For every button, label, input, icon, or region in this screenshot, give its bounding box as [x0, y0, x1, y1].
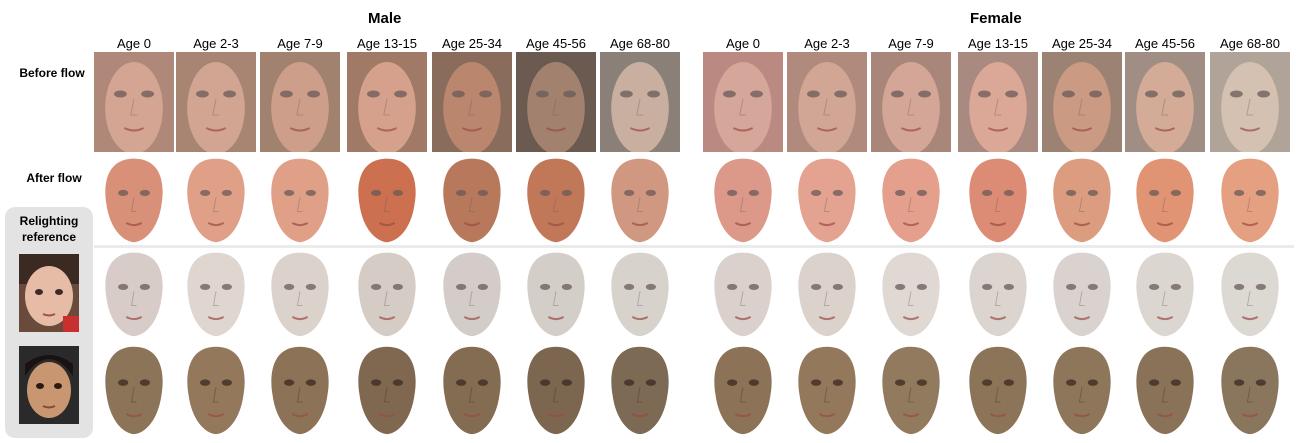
age-label-female-4: Age 25-34: [1052, 36, 1112, 51]
relight1-face-female-4: [1050, 250, 1114, 338]
relight1-face-female-0: [711, 250, 775, 338]
before-face-male-2: [260, 52, 340, 152]
before-face-male-4: [432, 52, 512, 152]
age-label-female-6: Age 68-80: [1220, 36, 1280, 51]
age-label-female-5: Age 45-56: [1135, 36, 1195, 51]
row-label-relighting-reference: Relighting reference: [8, 213, 90, 245]
before-face-female-3: [958, 52, 1038, 152]
after-face-female-1: [795, 156, 859, 244]
before-face-female-4: [1042, 52, 1122, 152]
before-face-female-1: [787, 52, 867, 152]
relight2-face-male-0: [102, 344, 166, 436]
relight2-face-male-6: [608, 344, 672, 436]
row-label-before-flow: Before flow: [19, 66, 85, 80]
relight1-face-female-5: [1133, 250, 1197, 338]
relight2-face-male-2: [268, 344, 332, 436]
before-face-male-3: [347, 52, 427, 152]
age-label-female-0: Age 0: [726, 36, 760, 51]
after-face-female-4: [1050, 156, 1114, 244]
relight2-face-female-2: [879, 344, 943, 436]
age-label-male-3: Age 13-15: [357, 36, 417, 51]
relight1-face-female-1: [795, 250, 859, 338]
male-group-title: Male: [368, 10, 402, 27]
before-face-male-0: [94, 52, 174, 152]
relight1-face-female-2: [879, 250, 943, 338]
reference-label-line: reference: [21, 230, 77, 244]
age-label-male-4: Age 25-34: [442, 36, 502, 51]
age-label-female-3: Age 13-15: [968, 36, 1028, 51]
relight2-face-female-0: [711, 344, 775, 436]
relight1-face-male-6: [608, 250, 672, 338]
section-divider: [94, 245, 1294, 248]
age-label-male-2: Age 7-9: [277, 36, 323, 51]
after-face-female-6: [1218, 156, 1282, 244]
after-face-male-6: [608, 156, 672, 244]
after-face-female-2: [879, 156, 943, 244]
relight2-face-female-6: [1218, 344, 1282, 436]
reference-photo-2: [19, 346, 79, 424]
after-face-male-1: [184, 156, 248, 244]
relight1-face-male-3: [355, 250, 419, 338]
after-face-female-0: [711, 156, 775, 244]
age-label-male-5: Age 45-56: [526, 36, 586, 51]
relight1-face-female-3: [966, 250, 1030, 338]
after-face-female-5: [1133, 156, 1197, 244]
age-label-male-1: Age 2-3: [193, 36, 239, 51]
after-face-male-0: [102, 156, 166, 244]
age-label-male-0: Age 0: [117, 36, 151, 51]
relight1-face-male-0: [102, 250, 166, 338]
female-group-title: Female: [970, 10, 1022, 27]
relight2-face-female-1: [795, 344, 859, 436]
before-face-male-6: [600, 52, 680, 152]
relight1-face-male-5: [524, 250, 588, 338]
relight2-face-female-5: [1133, 344, 1197, 436]
relight2-face-male-4: [440, 344, 504, 436]
after-face-male-5: [524, 156, 588, 244]
relight2-face-female-3: [966, 344, 1030, 436]
reference-photo-1: [19, 254, 79, 332]
age-label-male-6: Age 68-80: [610, 36, 670, 51]
relight2-face-male-1: [184, 344, 248, 436]
row-label-after-flow: After flow: [26, 171, 82, 185]
before-face-female-5: [1125, 52, 1205, 152]
after-face-female-3: [966, 156, 1030, 244]
before-face-male-5: [516, 52, 596, 152]
before-face-female-0: [703, 52, 783, 152]
before-face-male-1: [176, 52, 256, 152]
relight2-face-male-5: [524, 344, 588, 436]
before-face-female-6: [1210, 52, 1290, 152]
relight1-face-female-6: [1218, 250, 1282, 338]
relight2-face-female-4: [1050, 344, 1114, 436]
relight1-face-male-1: [184, 250, 248, 338]
before-face-female-2: [871, 52, 951, 152]
age-label-female-1: Age 2-3: [804, 36, 850, 51]
after-face-male-2: [268, 156, 332, 244]
relight2-face-male-3: [355, 344, 419, 436]
relight1-face-male-2: [268, 250, 332, 338]
relight1-face-male-4: [440, 250, 504, 338]
age-label-female-2: Age 7-9: [888, 36, 934, 51]
after-face-male-3: [355, 156, 419, 244]
reference-label-line: Relighting: [19, 214, 79, 228]
after-face-male-4: [440, 156, 504, 244]
